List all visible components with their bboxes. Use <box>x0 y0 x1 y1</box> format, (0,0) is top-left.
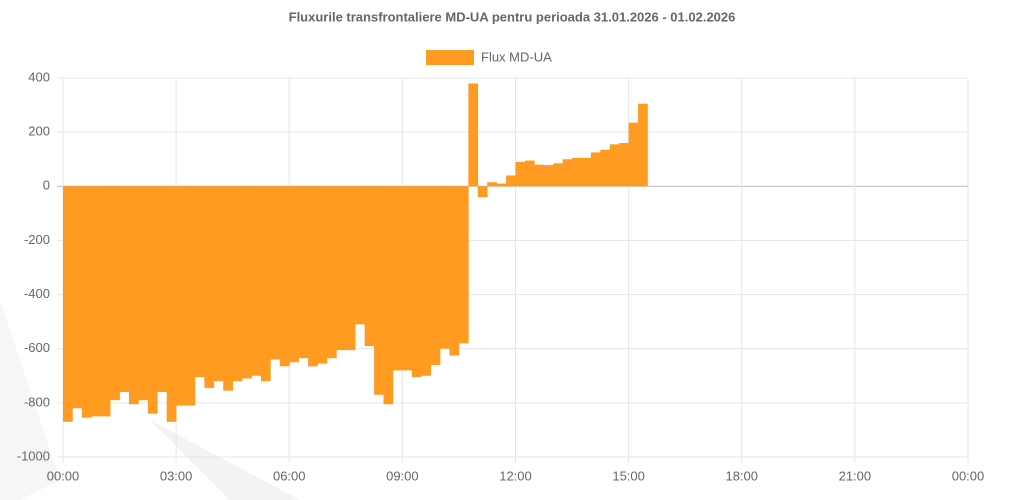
bar <box>543 165 554 187</box>
y-tick-label: -800 <box>24 394 50 409</box>
bar <box>213 186 224 382</box>
bar <box>590 152 601 187</box>
bar <box>119 186 130 393</box>
bar <box>176 186 186 406</box>
bar <box>524 160 535 187</box>
bar <box>270 186 281 360</box>
bar <box>91 186 102 417</box>
watermark <box>0 300 60 500</box>
x-tick-label: 12:00 <box>499 468 532 483</box>
bar <box>147 186 158 414</box>
bar <box>157 186 167 393</box>
y-tick-label: -400 <box>24 286 50 301</box>
bar <box>449 186 460 356</box>
bar <box>355 186 365 325</box>
bar <box>411 186 422 378</box>
legend-swatch <box>426 50 474 65</box>
bar <box>440 186 450 349</box>
y-tick-label: 200 <box>28 124 50 139</box>
bar <box>572 157 582 187</box>
bar <box>487 182 497 187</box>
bar <box>242 186 252 379</box>
bar <box>308 186 318 367</box>
bar <box>458 186 469 344</box>
bar <box>553 163 563 187</box>
bar <box>430 186 441 365</box>
bar <box>496 183 507 187</box>
bar <box>383 186 394 405</box>
bar <box>279 186 290 367</box>
bar <box>317 186 328 364</box>
bar <box>223 186 233 391</box>
bar <box>289 186 299 363</box>
chart-title: Fluxurile transfrontaliere MD-UA pentru … <box>289 9 736 24</box>
bar <box>562 159 573 187</box>
x-tick-label: 00:00 <box>952 468 985 483</box>
bar <box>374 186 384 395</box>
bar <box>100 186 111 417</box>
x-tick-label: 18:00 <box>725 468 758 483</box>
bar <box>392 186 403 371</box>
bar <box>260 186 271 382</box>
watermark <box>150 420 300 500</box>
bar <box>477 186 488 198</box>
bar <box>638 103 648 187</box>
bar <box>515 161 526 187</box>
y-tick-label: -1000 <box>17 448 50 463</box>
bar <box>402 186 413 371</box>
bar <box>628 122 639 187</box>
bar <box>336 186 347 351</box>
bar <box>128 186 139 405</box>
y-tick-label: 0 <box>43 178 50 193</box>
bar <box>609 144 620 187</box>
bar <box>138 186 149 401</box>
bar <box>600 149 611 187</box>
bar <box>581 157 592 187</box>
bar <box>421 186 431 376</box>
bar <box>251 186 262 376</box>
x-tick-label: 15:00 <box>612 468 645 483</box>
bar <box>72 186 83 409</box>
bar <box>110 186 120 401</box>
bar <box>619 142 629 187</box>
bar <box>326 186 337 359</box>
bar <box>345 186 356 351</box>
x-tick-label: 21:00 <box>839 468 872 483</box>
x-tick-label: 00:00 <box>47 468 80 483</box>
bar <box>166 186 177 422</box>
bar <box>534 164 545 187</box>
legend-label: Flux MD-UA <box>481 49 552 64</box>
bar <box>81 186 92 418</box>
bar <box>204 186 215 388</box>
bar <box>185 186 196 406</box>
bar <box>63 186 73 422</box>
x-tick-label: 06:00 <box>273 468 306 483</box>
x-tick-label: 09:00 <box>386 468 419 483</box>
x-tick-label: 03:00 <box>160 468 193 483</box>
y-tick-label: -600 <box>24 340 50 355</box>
bar <box>298 186 309 359</box>
bar <box>506 175 516 187</box>
bar <box>468 83 479 187</box>
bar <box>194 186 205 378</box>
y-tick-label: 400 <box>28 69 50 84</box>
y-tick-label: -200 <box>24 232 50 247</box>
bar <box>232 186 243 382</box>
bar <box>364 186 375 347</box>
